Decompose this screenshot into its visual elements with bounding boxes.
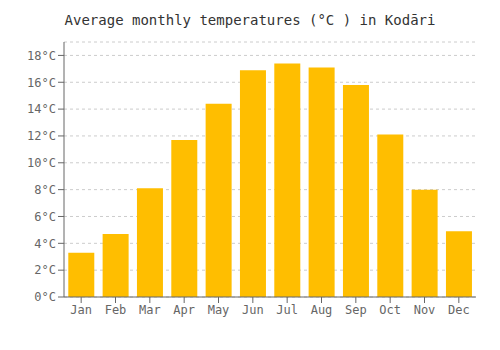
svg-text:May: May xyxy=(208,303,230,317)
svg-text:Jun: Jun xyxy=(242,303,264,317)
svg-text:Jan: Jan xyxy=(70,303,92,317)
svg-text:14°C: 14°C xyxy=(27,102,56,116)
svg-text:16°C: 16°C xyxy=(27,76,56,90)
svg-text:4°C: 4°C xyxy=(34,237,56,251)
svg-text:Oct: Oct xyxy=(379,303,401,317)
svg-text:12°C: 12°C xyxy=(27,129,56,143)
svg-text:Dec: Dec xyxy=(448,303,470,317)
svg-text:2°C: 2°C xyxy=(34,263,56,277)
svg-text:10°C: 10°C xyxy=(27,156,56,170)
svg-text:Aug: Aug xyxy=(311,303,333,317)
svg-text:6°C: 6°C xyxy=(34,210,56,224)
svg-text:18°C: 18°C xyxy=(27,49,56,63)
svg-text:Jul: Jul xyxy=(276,303,298,317)
svg-text:Apr: Apr xyxy=(173,303,195,317)
svg-text:0°C: 0°C xyxy=(34,290,56,304)
svg-text:Sep: Sep xyxy=(345,303,367,317)
svg-text:Feb: Feb xyxy=(105,303,127,317)
svg-text:Mar: Mar xyxy=(139,303,161,317)
svg-text:8°C: 8°C xyxy=(34,183,56,197)
html-text:Average monthly temperatures (: Average monthly temperatures (°C ) in Ko… xyxy=(64,12,436,28)
svg-text:Nov: Nov xyxy=(414,303,436,317)
